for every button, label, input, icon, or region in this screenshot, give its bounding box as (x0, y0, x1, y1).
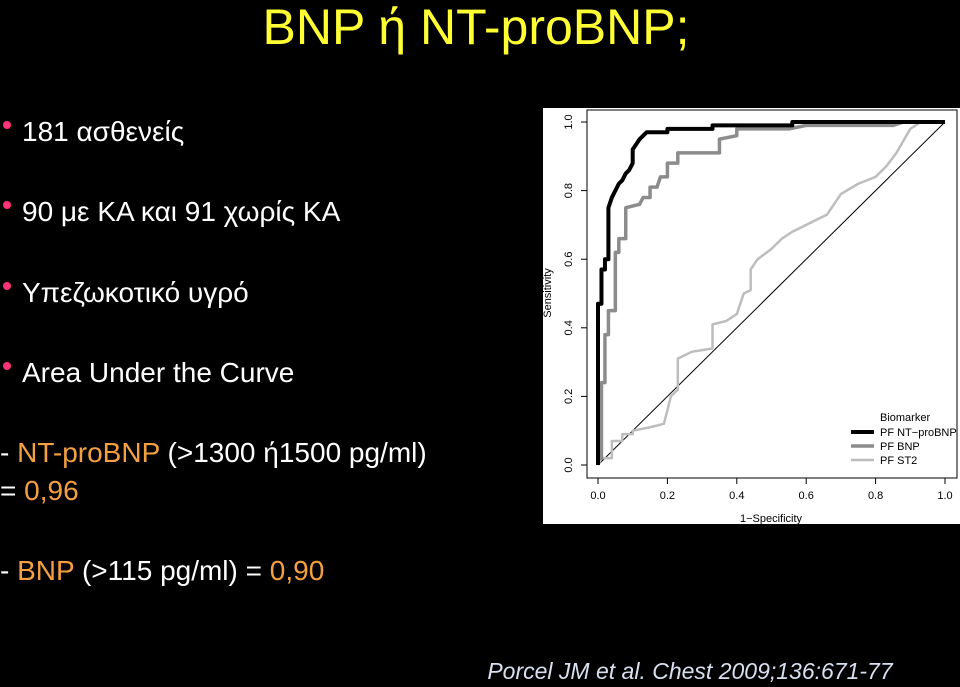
legend-label: PF NT−proBNP (880, 427, 957, 439)
auc-value: 0,90 (270, 555, 325, 586)
text: - (0, 555, 9, 586)
bullet-text: Area Under the Curve (22, 357, 294, 388)
roc-curve (596, 120, 945, 465)
y-tick-label: 0.8 (563, 183, 575, 198)
auc-line: - BNP (>115 pg/ml) = 0,90 (0, 555, 324, 586)
text: (>1300 ή1500 pg/ml) (168, 437, 427, 468)
y-tick-label: 0.6 (563, 252, 575, 267)
y-axis-label: Sensitivity (542, 268, 554, 318)
x-tick-label: 0.0 (590, 490, 605, 502)
x-tick-label: 1.0 (937, 490, 952, 502)
plot-frame (586, 109, 958, 479)
x-tick-label: 0.4 (729, 490, 744, 502)
auc-line: = 0,96 (0, 475, 79, 506)
x-axis-label: 1−Specificity (740, 513, 803, 525)
bullet-dot (3, 201, 11, 209)
citation: Porcel JM et al. Chest 2009;136:671-77 (487, 658, 894, 684)
slide-title: BNP ή NT-proBNP; (262, 0, 689, 55)
auc-line: - NT-proBNP (>1300 ή1500 pg/ml) (0, 437, 427, 468)
bullet-text: 181 ασθενείς (22, 116, 184, 147)
roc-curve (596, 120, 945, 465)
text: (>115 pg/ml) = (82, 555, 262, 586)
y-tick-label: 0.4 (563, 320, 575, 335)
bullet-dot (3, 282, 11, 290)
bullet-dot (3, 121, 11, 129)
marker-name: BNP (17, 555, 74, 586)
roc-curve (596, 120, 945, 466)
y-tick-label: 0.2 (563, 389, 575, 404)
reference-diagonal (597, 121, 946, 466)
text: = (0, 475, 16, 506)
bullet-text: Υπεζωκοτικό υγρό (22, 277, 249, 308)
y-tick-label: 0.0 (563, 457, 575, 472)
y-tick-label: 1.0 (563, 114, 575, 129)
legend-title: Biomarker (880, 412, 930, 424)
legend-label: PF ST2 (880, 455, 917, 467)
legend-label: PF BNP (880, 441, 920, 453)
x-tick-label: 0.2 (660, 490, 675, 502)
marker-name: NT-proBNP (17, 437, 160, 468)
text: - (0, 437, 9, 468)
x-tick-label: 0.6 (799, 490, 814, 502)
bullet-text: 90 με ΚΑ και 91 χωρίς ΚΑ (22, 196, 341, 227)
bullet-dot (3, 362, 11, 370)
auc-value: 0,96 (24, 475, 79, 506)
x-tick-label: 0.8 (868, 490, 883, 502)
